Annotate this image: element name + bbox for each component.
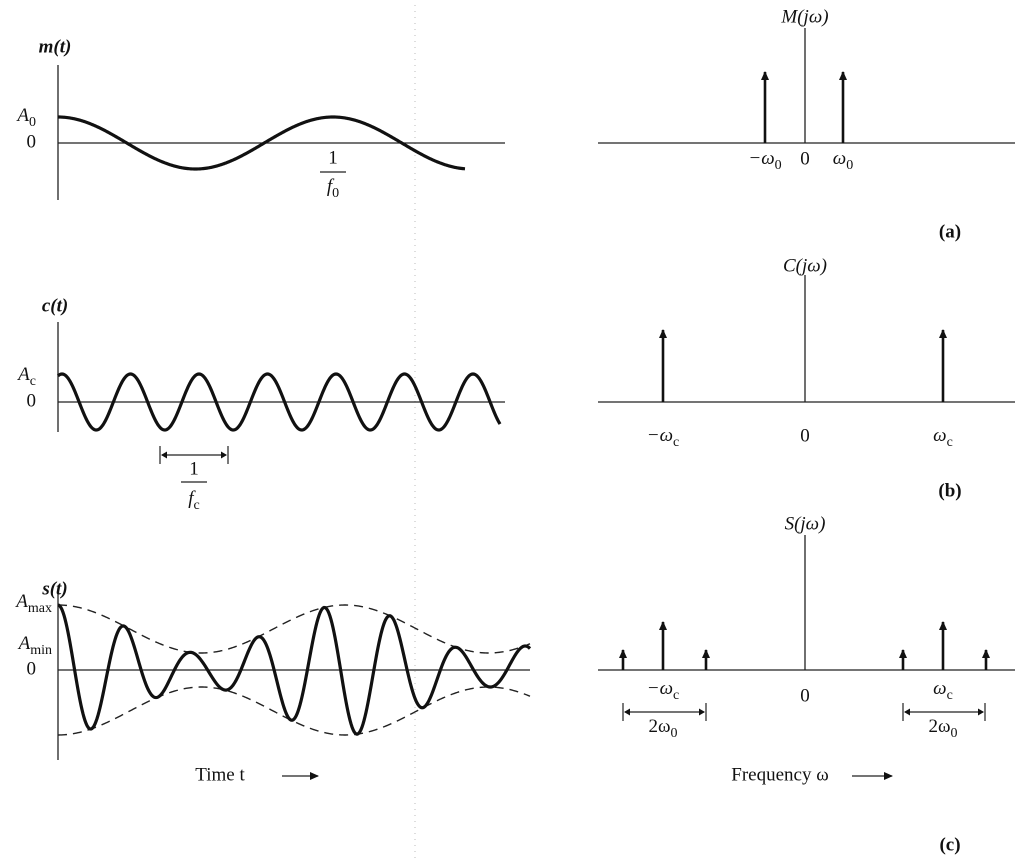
level-label: Amin [17, 633, 52, 658]
freq-label-sub: c [947, 435, 953, 450]
level-label-base: A [16, 364, 30, 385]
caption: (b) [938, 480, 961, 501]
freq-label-base: −ω [647, 678, 673, 699]
band-label-sub: 0 [671, 726, 678, 741]
freq-label-base: ω [933, 678, 946, 699]
freq-label-base: ω [933, 425, 946, 446]
level-label-sub: c [30, 374, 36, 389]
level-label: 0 [27, 131, 37, 152]
band-label-base: 2ω [648, 716, 670, 737]
axis-title: Time t [195, 764, 245, 785]
spectrum-label: S(jω) [785, 513, 826, 534]
axis-title: Frequency ω [731, 764, 828, 785]
freq-label-sub: c [947, 688, 953, 703]
caption: (c) [939, 834, 960, 855]
freq-label-sub: c [673, 435, 679, 450]
freq-label: −ωc [647, 425, 679, 450]
level-label-base: A [17, 633, 31, 654]
freq-label: ω0 [833, 148, 853, 173]
message-wave [57, 115, 466, 171]
level-label: A0 [15, 105, 36, 130]
band-label: 2ω0 [928, 716, 957, 741]
period-label-base: f [327, 176, 335, 197]
level-label-sub: 0 [29, 115, 36, 130]
freq-label-base: ω [833, 148, 846, 169]
signal-label: m(t) [39, 36, 72, 57]
freq-label: 0 [800, 425, 810, 446]
freq-label: −ωc [647, 678, 679, 703]
envelope [57, 604, 531, 654]
caption: (a) [939, 221, 961, 242]
spectrum-label: M(jω) [780, 6, 828, 27]
modulated-wave [57, 603, 532, 736]
spectrum-label: C(jω) [783, 255, 827, 276]
period-label: f0 [327, 176, 339, 201]
band-label: 2ω0 [648, 716, 677, 741]
freq-label-base: −ω [748, 148, 774, 169]
period-label-sub: 0 [332, 186, 339, 201]
freq-label: −ω0 [748, 148, 781, 173]
freq-label: ωc [933, 678, 953, 703]
period-label: 1 [189, 458, 199, 479]
band-label-sub: 0 [951, 726, 958, 741]
freq-label: ωc [933, 425, 953, 450]
band-label-base: 2ω [928, 716, 950, 737]
level-label: Ac [16, 364, 36, 389]
freq-label: 0 [800, 148, 810, 169]
level-label-sub: max [28, 601, 52, 616]
level-label-base: A [14, 591, 28, 612]
freq-label-sub: 0 [846, 158, 853, 173]
envelope [57, 686, 531, 736]
level-label: 0 [27, 390, 37, 411]
level-label: Amax [14, 591, 52, 616]
level-label-base: A [15, 105, 29, 126]
freq-label-sub: 0 [775, 158, 782, 173]
level-label-sub: min [30, 643, 52, 658]
signal-label: s(t) [41, 578, 67, 599]
period-label: fc [188, 488, 200, 513]
freq-label-base: −ω [647, 425, 673, 446]
period-label-base: f [188, 488, 196, 509]
carrier-wave [56, 372, 502, 432]
level-label: 0 [27, 658, 37, 679]
freq-label-sub: c [673, 688, 679, 703]
signal-label: c(t) [42, 295, 68, 316]
period-label: 1 [328, 147, 338, 168]
period-label-sub: c [194, 498, 200, 513]
freq-label: 0 [800, 685, 810, 706]
